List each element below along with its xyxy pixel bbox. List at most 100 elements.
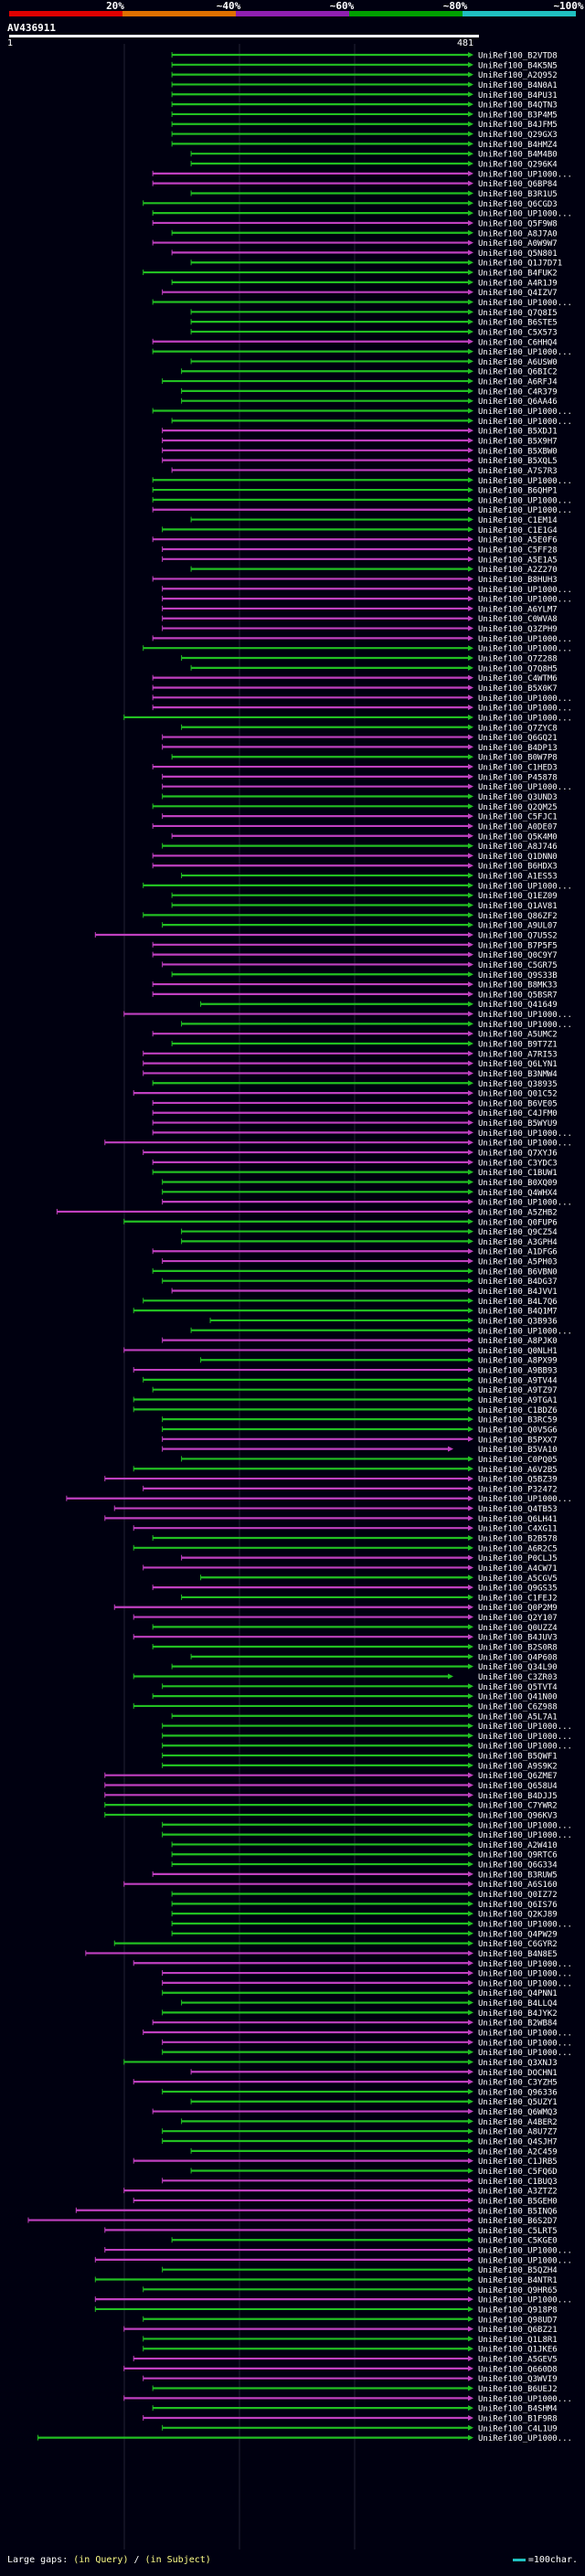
hit-label: UniRef100_Q7ZYC8	[478, 724, 558, 733]
hit-arrow	[468, 941, 473, 948]
hit-arrow	[468, 2256, 473, 2263]
scale-label: ~100%	[553, 0, 584, 12]
hit-arrow	[468, 1702, 473, 1709]
hit-label: UniRef100_A5UMC2	[478, 1031, 558, 1040]
hit-label: UniRef100_C1HED3	[478, 764, 558, 773]
hit-arrow	[468, 2207, 473, 2213]
hit-label: UniRef100_C5X573	[478, 328, 558, 337]
hit-arrow	[468, 2118, 473, 2125]
hit-label: UniRef100_A2Q952	[478, 71, 558, 80]
hit-arrow	[468, 1267, 473, 1274]
hit-arrow	[468, 2296, 473, 2303]
hit-label: UniRef100_UP1000...	[478, 1021, 572, 1030]
hit-arrow	[468, 2434, 473, 2441]
hit-label: UniRef100_Q96336	[478, 2088, 558, 2097]
hit-arrow	[468, 2088, 473, 2094]
hit-label: UniRef100_A2C459	[478, 2147, 558, 2157]
hit-label: UniRef100_B5PXX7	[478, 1436, 558, 1445]
hit-label: UniRef100_UP1000...	[478, 210, 572, 219]
hit-label: UniRef100_Q3WVI9	[478, 2375, 558, 2384]
hit-label: UniRef100_UP1000...	[478, 635, 572, 644]
hit-arrow	[468, 1792, 473, 1798]
hit-arrow	[468, 902, 473, 908]
hit-arrow	[468, 783, 473, 790]
hit-label: UniRef100_B3RC59	[478, 1416, 558, 1426]
hit-label: UniRef100_Q3B936	[478, 1317, 558, 1326]
hit-arrow	[468, 1712, 473, 1719]
hit-label: UniRef100_B5XBW0	[478, 447, 558, 456]
hit-arrow	[468, 1683, 473, 1690]
hit-arrow	[468, 714, 473, 720]
legend-gaps-label: Large gaps:	[7, 2555, 69, 2565]
scale-segment	[9, 11, 122, 16]
hit-arrow	[468, 674, 473, 681]
hit-arrow	[468, 2365, 473, 2371]
hit-arrow	[468, 2049, 473, 2055]
hit-label: UniRef100_UP1000...	[478, 299, 572, 308]
hit-arrow	[468, 843, 473, 849]
hit-label: UniRef100_C1EM14	[478, 516, 558, 525]
hit-arrow	[468, 121, 473, 127]
hit-label: UniRef100_Q918P8	[478, 2306, 558, 2315]
hit-arrow	[468, 2157, 473, 2164]
hit-label: UniRef100_UP1000...	[478, 1970, 572, 1979]
hit-arrow	[468, 1248, 473, 1255]
hit-arrow	[468, 556, 473, 562]
hit-label: UniRef100_UP1000...	[478, 1960, 572, 1969]
hit-arrow	[468, 1979, 473, 1986]
hit-label: UniRef100_Q5F9W8	[478, 219, 558, 228]
hit-label: UniRef100_Q6ZME7	[478, 1772, 558, 1781]
hit-arrow	[468, 1831, 473, 1838]
hit-arrow	[468, 1535, 473, 1541]
hit-arrow	[468, 2375, 473, 2381]
hit-label: UniRef100_UP1000...	[478, 2434, 572, 2443]
hit-label: UniRef100_C1FEJ2	[478, 1594, 558, 1603]
hit-label: UniRef100_Q2KJ89	[478, 1911, 558, 1920]
hit-arrow	[468, 428, 473, 434]
hit-label: UniRef100_C5FF28	[478, 546, 558, 556]
hit-label: UniRef100_A3GPH4	[478, 1238, 558, 1247]
hit-arrow	[468, 981, 473, 988]
hit-arrow	[468, 289, 473, 295]
hit-label: UniRef100_Q0UZZ4	[478, 1624, 558, 1633]
hit-arrow	[468, 863, 473, 869]
hit-label: UniRef100_Q98UD7	[478, 2316, 558, 2325]
hit-arrow	[468, 1456, 473, 1462]
hit-label: UniRef100_Q6IS76	[478, 1901, 558, 1910]
hit-label: UniRef100_UP1000...	[478, 1140, 572, 1149]
hit-arrow	[468, 1515, 473, 1521]
hit-label: UniRef100_UP1000...	[478, 506, 572, 515]
hit-label: UniRef100_Q4IZV7	[478, 289, 558, 298]
hit-label: UniRef100_UP1000...	[478, 477, 572, 486]
hit-label: UniRef100_C1BUW1	[478, 1169, 558, 1178]
hit-arrow	[468, 576, 473, 582]
hit-label: UniRef100_C0WVA8	[478, 615, 558, 624]
hit-label: UniRef100_C1BUQ3	[478, 2178, 558, 2187]
hit-arrow	[468, 506, 473, 513]
hit-label: UniRef100_UP1000...	[478, 714, 572, 723]
hit-arrow	[468, 892, 473, 898]
hit-label: UniRef100_A8J746	[478, 843, 558, 852]
hit-label: UniRef100_Q660D8	[478, 2365, 558, 2374]
hit-arrow	[468, 793, 473, 800]
hit-arrow	[468, 882, 473, 888]
hit-label: UniRef100_A5E0F6	[478, 536, 558, 546]
hit-arrow	[468, 1228, 473, 1235]
hit-label: UniRef100_UP1000...	[478, 1979, 572, 1988]
hit-label: UniRef100_Q6WMQ3	[478, 2108, 558, 2117]
hit-label: UniRef100_A9S9K2	[478, 1762, 558, 1771]
hit-label: UniRef100_Q5BSR7	[478, 991, 558, 1000]
hit-label: UniRef100_C6HHQ4	[478, 338, 558, 347]
hit-arrow	[468, 1416, 473, 1423]
hit-label: UniRef100_UP1000...	[478, 418, 572, 427]
hit-arrow	[468, 447, 473, 453]
hit-arrow	[468, 951, 473, 958]
hit-arrow	[468, 1218, 473, 1224]
hit-arrow	[468, 773, 473, 779]
hit-label: UniRef100_C1BDZ6	[478, 1406, 558, 1415]
hit-arrow	[468, 1367, 473, 1373]
hit-label: UniRef100_B4K5N5	[478, 61, 558, 70]
hit-label: UniRef100_Q1L8R1	[478, 2336, 558, 2345]
hit-arrow	[468, 52, 473, 58]
hit-arrow	[468, 398, 473, 404]
